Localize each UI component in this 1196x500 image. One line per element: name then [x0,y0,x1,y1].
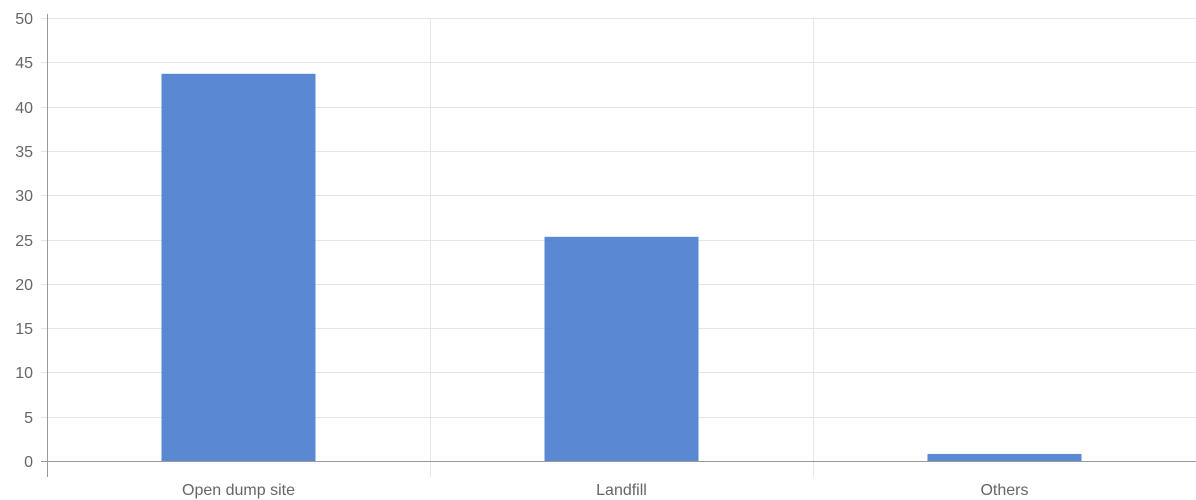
x-tick-label: Open dump site [182,482,295,499]
y-tick-label: 45 [15,55,33,72]
bar-others [927,453,1082,461]
x-tick-label: Others [980,482,1028,499]
y-tick-label: 0 [24,454,33,471]
bar-open-dump-site [161,73,316,462]
y-tick-label: 30 [15,188,33,205]
y-tick-label: 35 [15,144,33,161]
x-axis-tick-labels: Open dump site Landfill Others [182,482,1028,499]
x-tick-label: Landfill [596,482,647,499]
y-tick-label: 50 [15,11,33,28]
y-tick-label: 25 [15,233,33,250]
y-tick-label: 20 [15,277,33,294]
bar-landfill [544,236,699,461]
y-tick-label: 15 [15,321,33,338]
y-tick-label: 10 [15,365,33,382]
y-tick-label: 5 [24,410,33,427]
y-tick-label: 40 [15,100,33,117]
y-axis-tick-labels: 0 5 10 15 20 25 30 35 40 45 50 [15,11,33,471]
bar-series [161,73,1082,462]
axes [41,14,1196,477]
